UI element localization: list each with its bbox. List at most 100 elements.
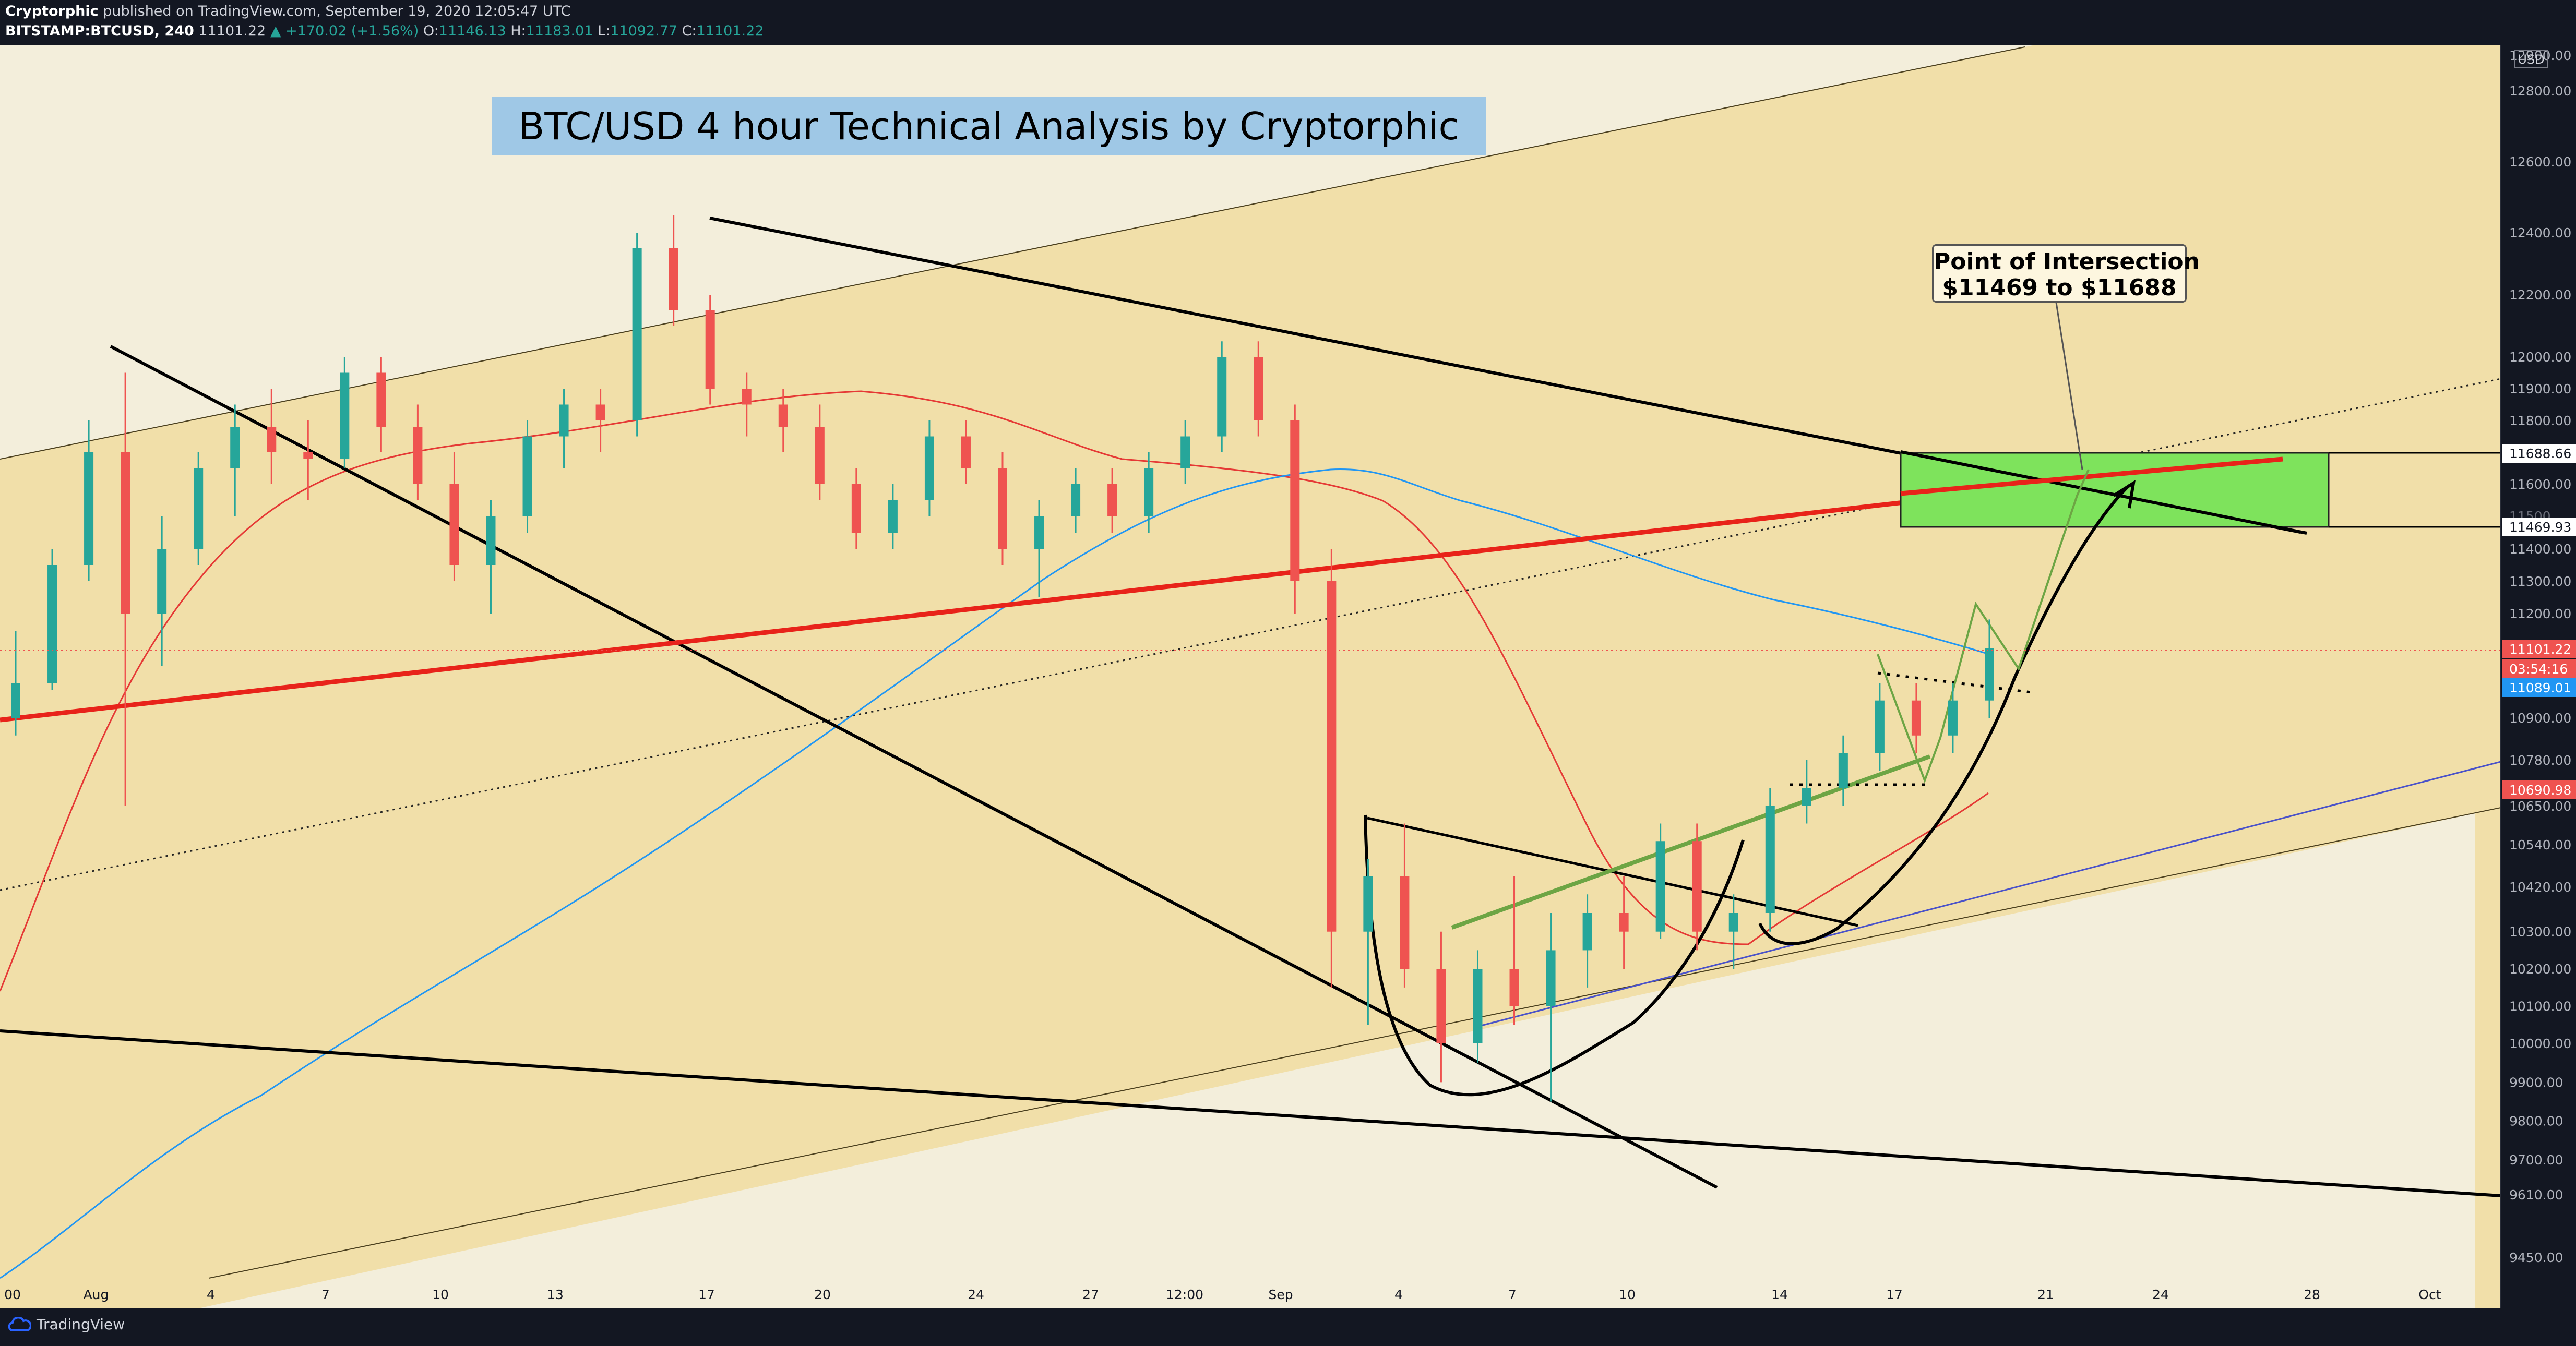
candle-body[interactable] — [84, 452, 94, 565]
candle-body[interactable] — [1692, 841, 1702, 932]
candle-body[interactable] — [1985, 648, 1994, 701]
price-tick-label: 10540.00 — [2509, 837, 2571, 852]
candle-body[interactable] — [486, 516, 496, 565]
last-price-label: 11101.22 — [2509, 642, 2571, 657]
candle-body[interactable] — [11, 683, 20, 718]
candle-body[interactable] — [669, 248, 678, 310]
candle-body[interactable] — [924, 436, 934, 501]
usd-tag: USD — [2518, 52, 2544, 67]
candle-body[interactable] — [1217, 357, 1227, 437]
chart-title-text: BTC/USD 4 hour Technical Analysis by Cry… — [518, 104, 1460, 148]
candle-body[interactable] — [632, 248, 642, 420]
tradingview-cloud-icon — [8, 1316, 31, 1331]
candle-body[interactable] — [121, 452, 130, 614]
time-tick-label: 13 — [547, 1287, 564, 1302]
countdown-label: 03:54:16 — [2509, 662, 2568, 677]
price-tick-label: 10000.00 — [2509, 1036, 2571, 1051]
price-tick-label: 10420.00 — [2509, 880, 2571, 895]
candle-body[interactable] — [1765, 806, 1775, 913]
publisher-name[interactable]: Cryptorphic — [5, 3, 99, 19]
candle-body[interactable] — [1400, 876, 1410, 969]
time-tick-label: 4 — [207, 1287, 215, 1302]
candle-body[interactable] — [851, 484, 861, 533]
time-tick-label: 14 — [1771, 1287, 1788, 1302]
candle-body[interactable] — [157, 549, 167, 614]
candle-body[interactable] — [1473, 969, 1483, 1043]
support-label: 10690.98 — [2509, 783, 2571, 798]
blue-moving-average — [0, 468, 1991, 1279]
red-support-zone-part — [1900, 456, 2283, 496]
candle-body[interactable] — [1728, 913, 1738, 932]
candle-body[interactable] — [1144, 468, 1154, 517]
candle-body[interactable] — [1254, 357, 1263, 420]
candle-body[interactable] — [1838, 753, 1848, 789]
high-label: H: — [510, 23, 526, 39]
candle-body[interactable] — [376, 372, 386, 427]
time-tick-label: Sep — [1268, 1287, 1293, 1302]
target-arrow-head — [2113, 479, 2136, 509]
candle-body[interactable] — [47, 565, 57, 683]
candle-body[interactable] — [194, 468, 204, 549]
zone-bottom-label-bg — [2502, 518, 2576, 536]
candle-body[interactable] — [595, 404, 605, 421]
time-tick-label: 17 — [1886, 1287, 1903, 1302]
candle-body[interactable] — [1619, 913, 1629, 932]
candle-body[interactable] — [961, 436, 971, 468]
candle-body[interactable] — [303, 452, 313, 459]
open-value: 11146.13 — [438, 23, 506, 39]
price-tick-label: 9700.00 — [2509, 1152, 2563, 1168]
price-tick-label: 10900.00 — [2509, 711, 2571, 726]
candle-body[interactable] — [1436, 969, 1446, 1043]
candle-body[interactable] — [1875, 700, 1885, 753]
intersection-callout: Point of Intersection $11469 to $11688 — [1932, 244, 2200, 303]
candle-body[interactable] — [1582, 913, 1592, 951]
candle-body[interactable] — [1071, 484, 1081, 516]
candle-body[interactable] — [1034, 516, 1044, 549]
candle-body[interactable] — [1180, 436, 1190, 468]
price-axis-ticks: 12900.0012800.0012600.0012400.0012200.00… — [2509, 48, 2571, 1265]
low-label: L: — [598, 23, 611, 39]
usd-tag-box — [2514, 50, 2548, 68]
countdown-label-bg — [2502, 659, 2576, 678]
low-value: 11092.77 — [610, 23, 678, 39]
candle-body[interactable] — [1107, 484, 1117, 516]
candle-body[interactable] — [1327, 581, 1337, 932]
candle-body[interactable] — [742, 389, 752, 405]
candle-body[interactable] — [340, 372, 350, 459]
support-label-bg — [2502, 780, 2576, 799]
blue-channel-line — [1476, 761, 2501, 1028]
price-tick-label: 10200.00 — [2509, 962, 2571, 977]
candle-body[interactable] — [1655, 841, 1665, 932]
candle-body[interactable] — [1290, 420, 1300, 581]
last-price: 11101.22 — [198, 23, 266, 39]
blue-ma-label: 11089.01 — [2509, 680, 2571, 695]
candle-body[interactable] — [1948, 700, 1958, 736]
candle-body[interactable] — [815, 427, 825, 484]
candle-body[interactable] — [413, 427, 423, 484]
candle-body[interactable] — [1911, 700, 1921, 736]
candle-body[interactable] — [1802, 788, 1811, 806]
time-tick-label: 17 — [698, 1287, 715, 1302]
candle-body[interactable] — [1509, 969, 1519, 1006]
candle-body[interactable] — [705, 310, 715, 389]
candle-body[interactable] — [888, 500, 898, 533]
price-tick-label: 9800.00 — [2509, 1114, 2563, 1129]
symbol-name[interactable]: BITSTAMP:BTCUSD, 240 — [5, 23, 194, 39]
candle-body[interactable] — [449, 484, 459, 565]
candle-body[interactable] — [1546, 950, 1556, 1006]
candle-body[interactable] — [230, 427, 240, 468]
tradingview-logo[interactable]: TradingView — [7, 1316, 125, 1333]
price-tick-label: 9450.00 — [2509, 1250, 2563, 1265]
candle-body[interactable] — [1363, 876, 1373, 932]
time-tick-label: 7 — [1508, 1287, 1517, 1302]
price-tick-label: 11200.00 — [2509, 606, 2571, 621]
candle-body[interactable] — [559, 404, 569, 437]
candle-body[interactable] — [267, 427, 277, 452]
candle-body[interactable] — [778, 404, 788, 427]
close-value: 11101.22 — [696, 23, 764, 39]
time-tick-label: 00 — [4, 1287, 21, 1302]
candle-body[interactable] — [998, 468, 1007, 549]
up-arrow-icon: ▲ — [270, 23, 281, 39]
candle-body[interactable] — [522, 436, 532, 517]
